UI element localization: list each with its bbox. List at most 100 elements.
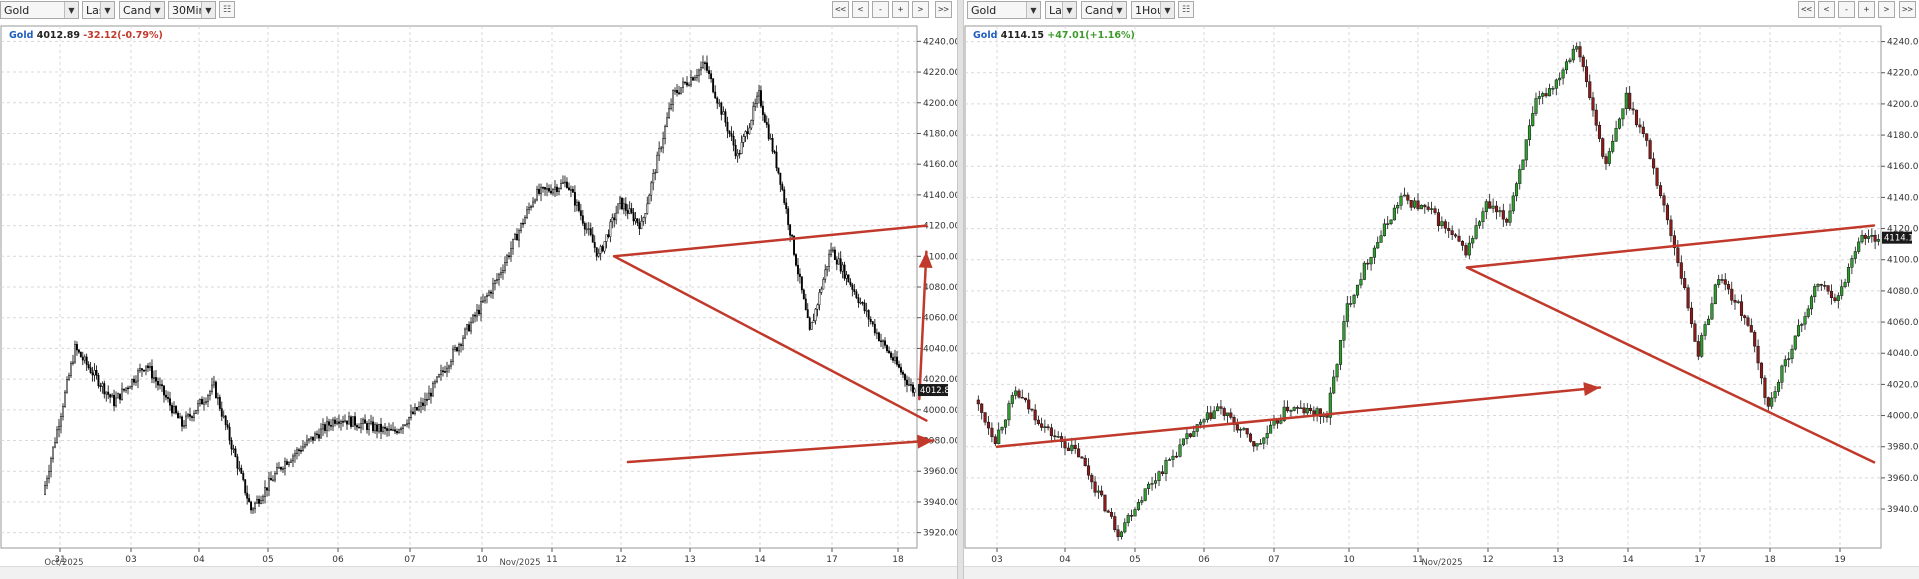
candle-body: [165, 394, 167, 398]
candle-body: [700, 67, 702, 71]
zoom-in-button[interactable]: +: [1858, 1, 1875, 18]
candle-body: [218, 397, 221, 409]
candle-body: [478, 309, 480, 315]
candle-body: [1638, 124, 1642, 128]
zoom-out-button[interactable]: -: [872, 1, 889, 18]
candle-body: [1554, 79, 1558, 89]
candle-body: [1658, 185, 1663, 197]
candle-body: [738, 153, 741, 155]
candle-body: [1561, 69, 1565, 79]
candle-body: [714, 91, 717, 99]
candle-body: [432, 382, 434, 397]
candle-body: [1265, 433, 1269, 439]
nav-next-button[interactable]: >: [1878, 1, 1895, 18]
x-tick-label: 10: [1343, 555, 1355, 565]
nav-first-button[interactable]: <<: [1798, 1, 1815, 18]
candle-body: [296, 449, 298, 455]
symbol-select[interactable]: Gold ▼: [0, 1, 79, 19]
candle-body: [248, 498, 251, 503]
candle-body: [1773, 391, 1777, 399]
candle-body: [900, 367, 902, 373]
chevron-down-icon: ▼: [1026, 2, 1040, 18]
candle-body: [72, 361, 74, 364]
candle-body: [524, 216, 526, 225]
candle-body: [674, 90, 676, 92]
candle-body: [1017, 390, 1021, 398]
candle-body: [1396, 205, 1400, 209]
candle-body: [514, 233, 516, 240]
symbol-select[interactable]: Gold ▼: [967, 1, 1041, 19]
candle-body: [81, 356, 84, 361]
candle-body: [181, 416, 183, 427]
candle-body: [628, 208, 631, 214]
y-tick-label: 4140.00: [1887, 193, 1919, 203]
x-tick-label: 14: [1622, 555, 1634, 565]
x-tick-label: 03: [991, 555, 1002, 565]
nav-first-button[interactable]: <<: [832, 1, 849, 18]
price-chart-right[interactable]: 3940.00 3960.00 3980.00 4000.00 4020.00 4040.…: [964, 20, 1919, 567]
candle-body: [326, 421, 328, 431]
footer-month-label: Nov/2025: [1421, 558, 1462, 567]
interval-select[interactable]: 1Hour ▼: [1131, 1, 1175, 19]
candle-body: [556, 186, 558, 192]
candle-body: [634, 218, 637, 222]
candle-body: [1796, 325, 1801, 337]
candle-body: [888, 350, 890, 354]
interval-select[interactable]: 30Min ▼: [168, 1, 216, 19]
candle-body: [320, 428, 322, 439]
candle-body: [1679, 262, 1683, 279]
candle-body: [1703, 324, 1707, 336]
candle-body: [480, 301, 482, 315]
candle-body: [97, 375, 100, 387]
candle-body: [1597, 124, 1602, 139]
candle-body: [207, 395, 209, 402]
candle-body: [680, 87, 682, 94]
candle-body: [476, 309, 478, 317]
grid-icon[interactable]: ☷: [1178, 1, 1194, 18]
candle-body: [1604, 156, 1608, 164]
candle-body: [159, 384, 161, 386]
candle-body: [400, 428, 402, 431]
candle-body: [460, 344, 462, 346]
y-tick-label: 4020.00: [923, 375, 957, 385]
chart-style-select[interactable]: Candle ▼: [1081, 1, 1127, 19]
candle-body: [1783, 359, 1787, 367]
candle-body: [1641, 126, 1645, 134]
candle-body: [1020, 396, 1024, 399]
candle-body: [554, 186, 556, 190]
candle-body: [1594, 109, 1598, 126]
panel-splitter[interactable]: [957, 0, 964, 579]
y-tick-label: 4220.00: [923, 68, 957, 78]
candle-body: [125, 387, 127, 391]
nav-next-button[interactable]: >: [912, 1, 929, 18]
candle-body: [597, 253, 600, 257]
candle-body: [789, 224, 792, 236]
candle-body: [448, 365, 450, 369]
candle-body: [1379, 235, 1383, 243]
nav-last-button[interactable]: >>: [1899, 1, 1916, 18]
nav-prev-button[interactable]: <: [1818, 1, 1835, 18]
candle-body: [1547, 88, 1552, 97]
x-tick-label: 05: [1129, 555, 1140, 565]
chart-style-select[interactable]: Candle ▼: [119, 1, 165, 19]
candle-body: [344, 420, 346, 423]
price-field-select[interactable]: Last ▼: [1045, 1, 1077, 19]
zoom-in-button[interactable]: +: [892, 1, 909, 18]
price-chart-left[interactable]: 3920.00 3940.00 3960.00 3980.00 4000.00 4020.…: [0, 20, 957, 567]
nav-prev-button[interactable]: <: [852, 1, 869, 18]
candle-body: [857, 297, 860, 303]
y-tick-label: 4040.00: [923, 344, 957, 354]
candle-body: [812, 320, 815, 323]
nav-last-button[interactable]: >>: [935, 1, 952, 18]
candle-body: [1419, 204, 1423, 210]
candle-body: [416, 407, 418, 411]
candle-body: [278, 467, 280, 469]
price-field-select[interactable]: Last ▼: [82, 1, 115, 19]
zoom-out-button[interactable]: -: [1838, 1, 1855, 18]
candle-body: [1803, 316, 1807, 325]
candle-body: [583, 223, 586, 230]
candle-body: [1853, 251, 1857, 259]
last-price-marker: [918, 384, 948, 397]
candle-body: [380, 423, 382, 432]
grid-icon[interactable]: ☷: [219, 1, 235, 18]
